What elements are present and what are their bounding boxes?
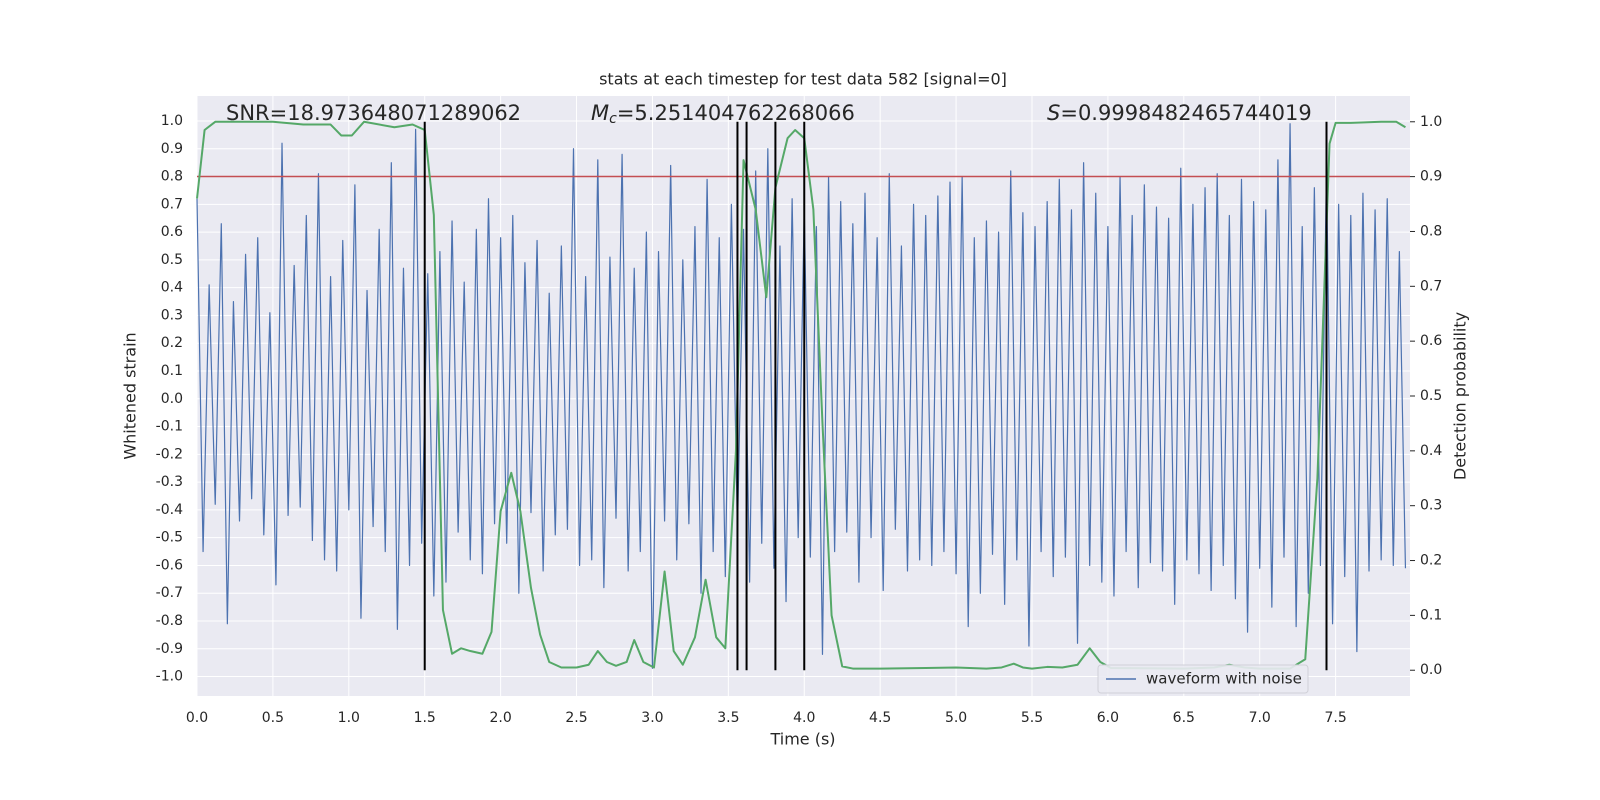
y-tick-label: 0.5	[161, 252, 183, 268]
x-tick-label: 6.0	[1097, 710, 1119, 726]
y-tick-label: -0.4	[156, 502, 183, 518]
y-tick-label: 0.4	[161, 280, 183, 296]
x-tick-label: 2.5	[565, 710, 587, 726]
x-tick-label: 3.0	[641, 710, 663, 726]
y-tick-label: -0.9	[156, 641, 183, 657]
legend-label: waveform with noise	[1146, 670, 1302, 688]
y-tick-label: 1.0	[161, 113, 183, 129]
x-tick-label: 0.5	[262, 710, 284, 726]
y2-tick-label: 0.1	[1420, 607, 1442, 623]
y2-tick-label: 0.6	[1420, 333, 1442, 349]
y2-tick-label: 1.0	[1420, 114, 1442, 130]
x-tick-label: 5.5	[1021, 710, 1043, 726]
y-tick-label: -0.1	[156, 419, 183, 435]
annotation-text: =0.9998482465744019	[1060, 101, 1311, 125]
x-tick-label: 1.5	[414, 710, 436, 726]
x-tick-label: 4.5	[869, 710, 891, 726]
y-tick-label: 0.8	[161, 169, 183, 185]
y2-tick-label: 0.8	[1420, 223, 1442, 239]
y2-axis-label: Detection probability	[1451, 312, 1470, 480]
labels: 0.0 0.5 1.0 1.5 2.0 2.5 3.0 3.5 4.0 4.5 5.0 5.5 6.0 6…	[156, 101, 1443, 726]
y-tick-label: -1.0	[156, 669, 183, 685]
y-tick-label: 0.6	[161, 224, 183, 240]
x-axis-label: Time (s)	[769, 730, 835, 749]
y-tick-label: 0.9	[161, 141, 183, 157]
annotation-text: =5.251404762268066	[617, 101, 855, 125]
y2-tick-label: 0.3	[1420, 498, 1442, 514]
y2-tick-label: 0.7	[1420, 278, 1442, 294]
x-tick-label: 6.5	[1173, 710, 1195, 726]
y-tick-label: -0.6	[156, 557, 183, 573]
y2-tick-label: 0.2	[1420, 553, 1442, 569]
y-tick-label: 0.0	[161, 391, 183, 407]
annotation-symbol: S	[1047, 101, 1060, 125]
y-tick-label: -0.3	[156, 474, 183, 490]
annotation: SNR=18.973648071289062	[226, 101, 521, 125]
x-tick-label: 2.0	[489, 710, 511, 726]
y-tick-label: 0.3	[161, 307, 183, 323]
y2-tick-label: 0.0	[1420, 662, 1442, 678]
annotation-subscript: c	[609, 111, 617, 127]
annotation: S=0.9998482465744019	[1047, 101, 1312, 125]
annotation: Mc=5.251404762268066	[591, 101, 855, 127]
line-series	[196, 123, 1407, 669]
x-tick-label: 4.0	[793, 710, 815, 726]
annotation-symbol: M	[591, 101, 609, 125]
y2-tick-label: 0.4	[1420, 443, 1442, 459]
x-tick-label: 3.5	[717, 710, 739, 726]
y-tick-label: -0.7	[156, 585, 183, 601]
y-tick-label: -0.2	[156, 446, 183, 462]
x-tick-label: 7.0	[1249, 710, 1271, 726]
y-tick-label: 0.2	[161, 335, 183, 351]
x-tick-label: 5.0	[945, 710, 967, 726]
x-tick-label: 1.0	[338, 710, 360, 726]
y2-tick-label: 0.5	[1420, 388, 1442, 404]
y-axis-label: Whitened strain	[121, 332, 140, 459]
legend-box	[1097, 664, 1309, 694]
x-tick-label: 0.0	[186, 710, 208, 726]
y-tick-label: -0.8	[156, 613, 183, 629]
y2-tick-label: 0.9	[1420, 169, 1442, 185]
y-tick-label: 0.1	[161, 363, 183, 379]
y-tick-label: -0.5	[156, 530, 183, 546]
x-tick-label: 7.5	[1324, 710, 1346, 726]
chart-title: stats at each timestep for test data 582…	[599, 70, 1007, 89]
annotation-text: SNR=18.973648071289062	[226, 101, 521, 125]
y-tick-label: 0.7	[161, 196, 183, 212]
